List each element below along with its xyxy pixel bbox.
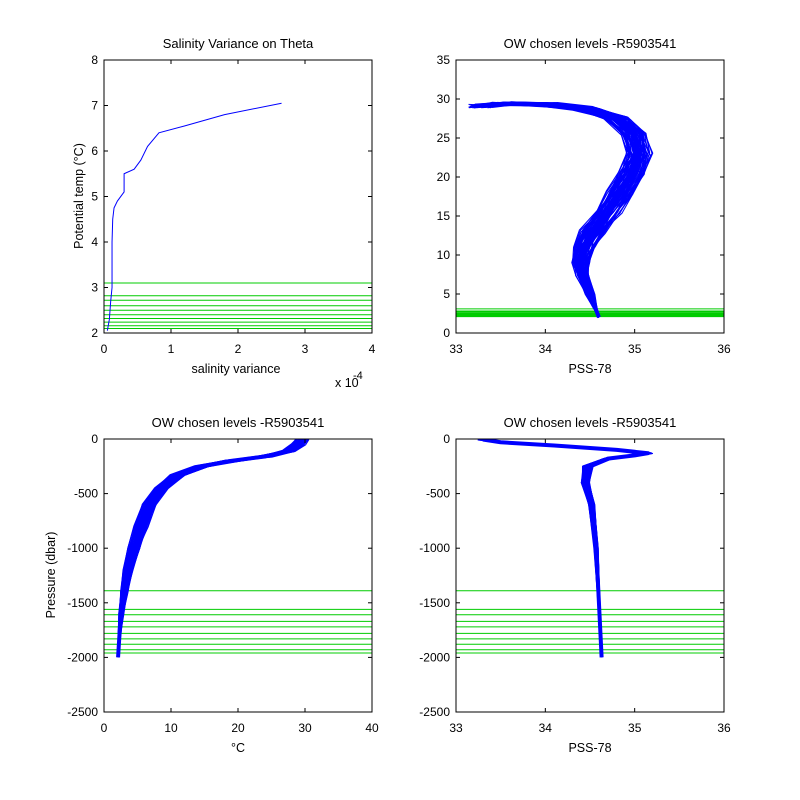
profile-core-line [116, 439, 304, 658]
y-tick-label: 6 [91, 144, 98, 158]
x-tick-label: 3 [302, 342, 309, 356]
x-tick-label: 33 [449, 342, 463, 356]
y-tick-label: 3 [91, 281, 98, 295]
x-tick-labels: 33 34 35 36 [449, 342, 731, 356]
y-tick-labels: 2 3 4 5 6 7 8 [91, 53, 98, 340]
plot-content [104, 102, 372, 331]
x-tick-label: 20 [231, 721, 245, 735]
y-tick-label: 0 [443, 326, 450, 340]
profile-core-line [482, 101, 642, 319]
y-tick-labels: -2500 -2000 -1500 -1000 -500 0 [419, 432, 450, 719]
x-tick-labels: 0 1 2 3 4 [101, 342, 376, 356]
x-tick-label: 30 [298, 721, 312, 735]
panel-theta-salinity: OW chosen levels -R5903541 33 34 35 36 0… [437, 36, 731, 376]
y-axis-label: Pressure (dbar) [44, 532, 58, 619]
y-tick-label: 10 [437, 248, 451, 262]
plot-content [456, 101, 724, 319]
y-tick-label: 30 [437, 92, 451, 106]
y-tick-label: -1500 [419, 596, 450, 610]
axes-frame [103, 59, 373, 334]
y-tick-label: 15 [437, 209, 451, 223]
x-axis-label: salinity variance [192, 362, 281, 376]
y-tick-label: 0 [443, 432, 450, 446]
y-tick-label: -500 [74, 487, 98, 501]
y-tick-label: -1000 [419, 541, 450, 555]
x-axis-label: PSS-78 [568, 741, 611, 755]
panel-title: OW chosen levels -R5903541 [504, 415, 677, 430]
axes-frame [455, 438, 725, 713]
plot-area [455, 438, 725, 713]
x-tick-label: 40 [365, 721, 379, 735]
panel-title: OW chosen levels -R5903541 [152, 415, 325, 430]
plot-area [455, 59, 725, 334]
y-tick-label: 35 [437, 53, 451, 67]
x-tick-label: 33 [449, 721, 463, 735]
y-tick-label: -2500 [67, 705, 98, 719]
y-tick-label: 0 [91, 432, 98, 446]
x-axis-label: PSS-78 [568, 362, 611, 376]
x-tick-label: 36 [717, 721, 731, 735]
x-tick-label: 35 [628, 721, 642, 735]
x-tick-label: 34 [539, 721, 553, 735]
y-tick-label: -1000 [67, 541, 98, 555]
x-tick-label: 0 [101, 342, 108, 356]
axes-frame [103, 438, 373, 713]
x-tick-label: 2 [235, 342, 242, 356]
x-tick-labels: 0 10 20 30 40 [101, 721, 379, 735]
y-tick-label: -500 [426, 487, 450, 501]
y-tick-label: 5 [443, 287, 450, 301]
x-axis-exponent: -4 [353, 370, 363, 382]
y-tick-label: 20 [437, 170, 451, 184]
x-tick-label: 4 [369, 342, 376, 356]
y-tick-label: 25 [437, 131, 451, 145]
x-axis-label: °C [231, 741, 245, 755]
y-tick-label: -2500 [419, 705, 450, 719]
plot-content [104, 439, 372, 658]
plot-area [103, 438, 373, 713]
y-axis-label: Potential temp (°C) [72, 143, 86, 249]
panel-salinity-pressure: OW chosen levels -R5903541 33 34 35 36 -… [419, 415, 731, 755]
panel-salinity-variance: Salinity Variance on Theta 0 1 2 3 4 2 3… [72, 36, 376, 390]
axes-frame [455, 59, 725, 334]
x-tick-label: 1 [168, 342, 175, 356]
panel-title: OW chosen levels -R5903541 [504, 36, 677, 51]
y-tick-label: 5 [91, 190, 98, 204]
y-tick-label: 2 [91, 326, 98, 340]
plot-content [456, 439, 724, 658]
y-tick-label: -2000 [67, 650, 98, 664]
panel-title: Salinity Variance on Theta [163, 36, 314, 51]
x-tick-label: 10 [164, 721, 178, 735]
panel-temperature-pressure: OW chosen levels -R5903541 0 10 20 30 40… [44, 415, 379, 755]
x-tick-label: 34 [539, 342, 553, 356]
y-tick-labels: -2500 -2000 -1500 -1000 -500 0 [67, 432, 98, 719]
y-tick-label: 8 [91, 53, 98, 67]
x-tick-label: 35 [628, 342, 642, 356]
x-tick-label: 0 [101, 721, 108, 735]
x-axis-multiplier: x 10 [335, 376, 359, 390]
y-tick-label: 7 [91, 99, 98, 113]
x-tick-label: 36 [717, 342, 731, 356]
x-tick-labels: 33 34 35 36 [449, 721, 731, 735]
y-tick-label: 4 [91, 235, 98, 249]
y-tick-label: -1500 [67, 596, 98, 610]
y-tick-labels: 0 5 10 15 20 25 30 35 [437, 53, 451, 340]
y-tick-label: -2000 [419, 650, 450, 664]
profile-core-line [482, 439, 651, 658]
series-line [106, 102, 282, 331]
